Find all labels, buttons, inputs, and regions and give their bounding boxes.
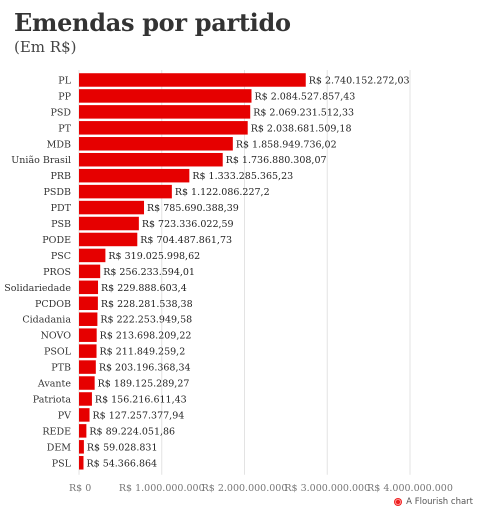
category-label: REDE	[42, 426, 71, 437]
x-tick-label: R$ 2.000.000.000	[202, 483, 288, 494]
bar[interactable]	[79, 264, 101, 279]
value-label: R$ 319.025.998,62	[108, 251, 200, 262]
bar[interactable]	[79, 312, 98, 326]
category-label: DEM	[47, 442, 72, 453]
value-label: R$ 213.698.209,22	[100, 331, 192, 342]
value-label: R$ 1.736.880.308,07	[226, 155, 327, 166]
category-label: PSL	[52, 458, 72, 469]
category-label: PSB	[51, 219, 71, 230]
value-label: R$ 785.690.388,39	[147, 203, 239, 214]
bar[interactable]	[79, 456, 84, 470]
value-label: R$ 189.125.289,27	[98, 379, 190, 390]
flourish-logo-icon	[394, 498, 403, 506]
value-label: R$ 59.028.831	[87, 442, 158, 453]
bar[interactable]	[79, 232, 138, 247]
category-label: PROS	[43, 267, 71, 278]
value-label: R$ 89.224.051,86	[89, 426, 175, 437]
bar[interactable]	[79, 200, 145, 215]
category-labels: PL PP PSD PT MDB União Brasil PRB PSDB PDT PSB POD…	[4, 75, 71, 469]
value-label: R$ 704.487.861,73	[140, 235, 232, 246]
x-tick-label: R$ 0	[69, 483, 91, 494]
value-label: R$ 256.233.594,01	[103, 267, 195, 278]
bar[interactable]	[79, 73, 306, 87]
category-label: PSD	[50, 107, 71, 118]
bar[interactable]	[79, 328, 97, 342]
category-label: PV	[58, 410, 71, 421]
category-label: PCDOB	[35, 299, 71, 310]
category-label: Patriota	[33, 394, 72, 405]
category-label: PL	[58, 75, 71, 86]
x-tick-label: R$ 3.000.000.000	[284, 483, 370, 494]
bar[interactable]	[79, 184, 172, 199]
value-label: R$ 229.888.603,4	[101, 283, 187, 294]
category-label: PDT	[51, 203, 72, 214]
bar[interactable]	[79, 392, 92, 406]
category-label: PRB	[50, 171, 71, 182]
value-label: R$ 203.196.368,34	[99, 363, 191, 374]
category-label: NOVO	[41, 331, 72, 342]
value-label: R$ 1.333.285.365,23	[192, 171, 293, 182]
bar[interactable]	[79, 376, 95, 390]
bar[interactable]	[79, 248, 106, 263]
bar[interactable]	[79, 344, 97, 358]
category-label: MDB	[47, 139, 71, 150]
value-labels: R$ 2.740.152.272,03 R$ 2.084.527.857,43 R$…	[86, 75, 409, 469]
category-label: PSDB	[44, 187, 72, 198]
bar[interactable]	[79, 440, 84, 454]
value-label: R$ 1.122.086.227,2	[175, 187, 270, 198]
value-label: R$ 156.216.611,43	[95, 394, 187, 405]
bar[interactable]	[79, 296, 98, 311]
bar[interactable]	[79, 168, 190, 183]
bar[interactable]	[79, 105, 251, 119]
bar[interactable]	[79, 360, 96, 374]
bar[interactable]	[79, 89, 252, 103]
value-label: R$ 2.038.681.509,18	[251, 123, 352, 134]
value-label: R$ 127.257.377,94	[93, 410, 185, 421]
value-label: R$ 723.336.022,59	[142, 219, 234, 230]
value-label: R$ 211.849.259,2	[100, 347, 186, 358]
value-label: R$ 222.253.949,58	[100, 315, 192, 326]
value-label: R$ 1.858.949.736,02	[236, 139, 337, 150]
category-label: PSOL	[44, 347, 72, 358]
bar[interactable]	[79, 152, 223, 167]
value-label: R$ 54.366.864	[86, 458, 157, 469]
category-label: Solidariedade	[4, 283, 71, 294]
category-label: União Brasil	[11, 155, 71, 166]
bar[interactable]	[79, 424, 87, 438]
flourish-credit[interactable]: A Flourish chart	[394, 497, 473, 507]
category-label: Cidadania	[22, 315, 71, 326]
bar[interactable]	[79, 408, 90, 422]
bars	[79, 73, 306, 470]
category-label: PP	[58, 91, 71, 102]
x-tick-label: R$ 4.000.000.000	[367, 483, 453, 494]
chart-subtitle: (Em R$)	[14, 38, 77, 56]
bar[interactable]	[79, 216, 139, 231]
category-label: Avante	[37, 379, 71, 390]
chart-title: Emendas por partido	[14, 8, 291, 37]
category-label: PODE	[42, 235, 71, 246]
value-label: R$ 228.281.538,38	[101, 299, 193, 310]
value-label: R$ 2.740.152.272,03	[309, 75, 410, 86]
x-tick-label: R$ 1.000.000.000	[119, 483, 205, 494]
value-label: R$ 2.069.231.512,33	[253, 107, 354, 118]
category-label: PSC	[51, 251, 71, 262]
bar[interactable]	[79, 121, 248, 135]
bar[interactable]	[79, 280, 99, 295]
value-label: R$ 2.084.527.857,43	[254, 91, 355, 102]
bar[interactable]	[79, 137, 233, 151]
category-label: PTB	[51, 363, 71, 374]
category-label: PT	[58, 123, 71, 134]
flourish-credit-text: A Flourish chart	[406, 497, 473, 507]
